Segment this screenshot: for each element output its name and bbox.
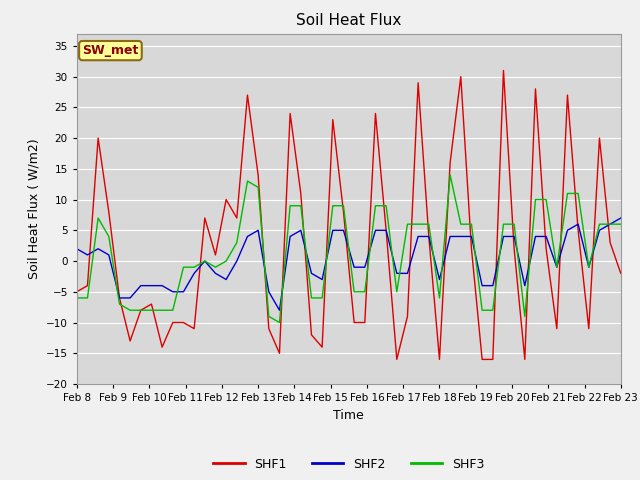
SHF3 (436, 295, 444, 301)
SHF1 (393, 357, 401, 362)
SHF1 (73, 289, 81, 295)
SHF2 (265, 289, 273, 295)
SHF3 (73, 295, 81, 301)
SHF1 (500, 68, 508, 73)
Text: SW_met: SW_met (82, 44, 139, 57)
SHF1 (617, 270, 625, 276)
SHF3 (372, 203, 380, 209)
SHF1 (116, 295, 124, 301)
SHF2 (585, 264, 593, 270)
SHF3 (414, 221, 422, 227)
SHF3 (446, 172, 454, 178)
SHF3 (276, 320, 284, 325)
SHF1 (361, 320, 369, 325)
Title: Soil Heat Flux: Soil Heat Flux (296, 13, 401, 28)
SHF2 (116, 295, 124, 301)
SHF3 (340, 203, 348, 209)
SHF3 (265, 313, 273, 319)
Y-axis label: Soil Heat Flux ( W/m2): Soil Heat Flux ( W/m2) (28, 139, 40, 279)
SHF3 (116, 301, 124, 307)
SHF2 (617, 215, 625, 221)
SHF1 (265, 326, 273, 332)
SHF1 (329, 117, 337, 122)
Legend: SHF1, SHF2, SHF3: SHF1, SHF2, SHF3 (209, 453, 489, 476)
SHF2 (340, 228, 348, 233)
SHF2 (276, 307, 284, 313)
Line: SHF1: SHF1 (77, 71, 621, 360)
SHF2 (436, 276, 444, 282)
SHF1 (436, 357, 444, 362)
SHF2 (414, 234, 422, 240)
SHF3 (617, 221, 625, 227)
X-axis label: Time: Time (333, 408, 364, 421)
Line: SHF2: SHF2 (77, 218, 621, 310)
SHF1 (414, 80, 422, 85)
Line: SHF3: SHF3 (77, 175, 621, 323)
SHF2 (73, 246, 81, 252)
